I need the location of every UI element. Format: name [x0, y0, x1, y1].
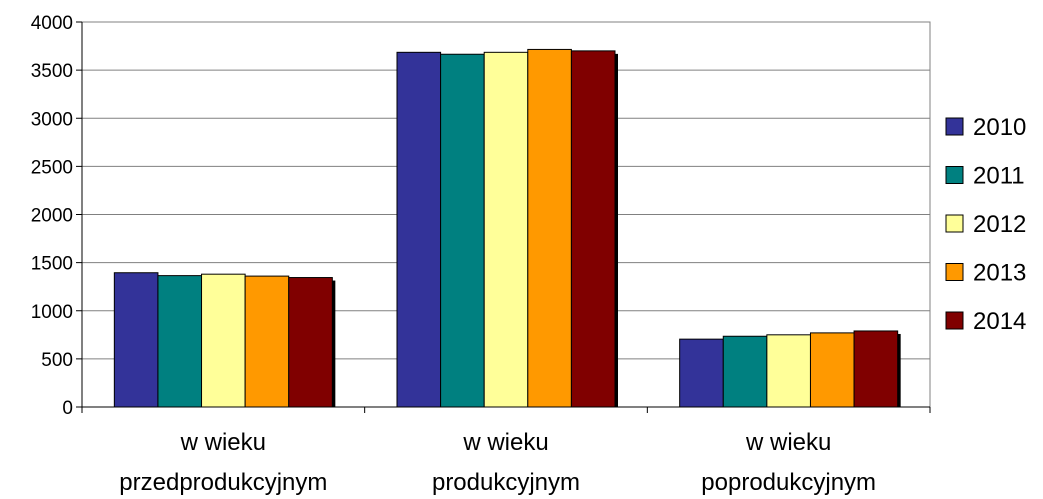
y-tick-label: 1000 — [31, 302, 73, 323]
bar-2013 — [809, 332, 855, 408]
bar-2012 — [483, 51, 529, 408]
y-tick-label: 4000 — [31, 13, 73, 34]
y-tick-label: 3000 — [31, 109, 73, 130]
bar-2014 — [853, 330, 899, 408]
legend-swatch — [945, 117, 964, 136]
x-category-label: poprodukcyjnym — [701, 469, 876, 496]
x-axis-category-labels: w wieku przedprodukcyjnym w wieku produkcyj… — [119, 429, 876, 496]
bar-2013 — [527, 48, 572, 408]
legend-label: 2010 — [973, 114, 1026, 141]
legend: 2010 2011 2012 2013 2014 — [945, 114, 1026, 335]
y-axis-tick-labels: 0 500 1000 1500 2000 2500 3000 3500 4000 — [31, 13, 73, 419]
legend-swatch — [945, 214, 964, 233]
bar-2010 — [113, 272, 159, 408]
x-category-label: przedprodukcyjnym — [119, 469, 327, 496]
bar-2013 — [244, 275, 290, 408]
bar-2011 — [440, 53, 485, 408]
x-category-label: w wieku — [462, 429, 548, 456]
y-tick-label: 1500 — [31, 254, 73, 275]
bar-2012 — [201, 273, 246, 408]
bar-2010 — [679, 338, 724, 408]
x-category-label: produkcyjnym — [432, 469, 580, 496]
y-tick-label: 500 — [41, 350, 73, 371]
legend-label: 2012 — [973, 211, 1026, 238]
bars — [113, 48, 901, 408]
y-tick-label: 0 — [62, 398, 73, 419]
bar-2010 — [396, 51, 442, 408]
legend-swatch — [945, 311, 964, 330]
bar-2014 — [288, 277, 333, 408]
bar-2011 — [157, 275, 203, 408]
x-category-label: w wieku — [745, 429, 831, 456]
legend-label: 2011 — [973, 163, 1025, 190]
bar-2014 — [570, 50, 616, 408]
y-tick-label: 2500 — [31, 157, 73, 178]
legend-label: 2014 — [973, 308, 1026, 335]
x-category-label: w wieku — [180, 429, 266, 456]
y-tick-label: 3500 — [31, 61, 73, 82]
legend-swatch — [945, 166, 964, 184]
legend-label: 2013 — [973, 260, 1026, 287]
y-tick-label: 2000 — [31, 206, 73, 227]
legend-swatch — [945, 263, 964, 281]
axes — [76, 21, 931, 413]
bar-2011 — [722, 335, 768, 408]
bar-2012 — [766, 334, 811, 408]
